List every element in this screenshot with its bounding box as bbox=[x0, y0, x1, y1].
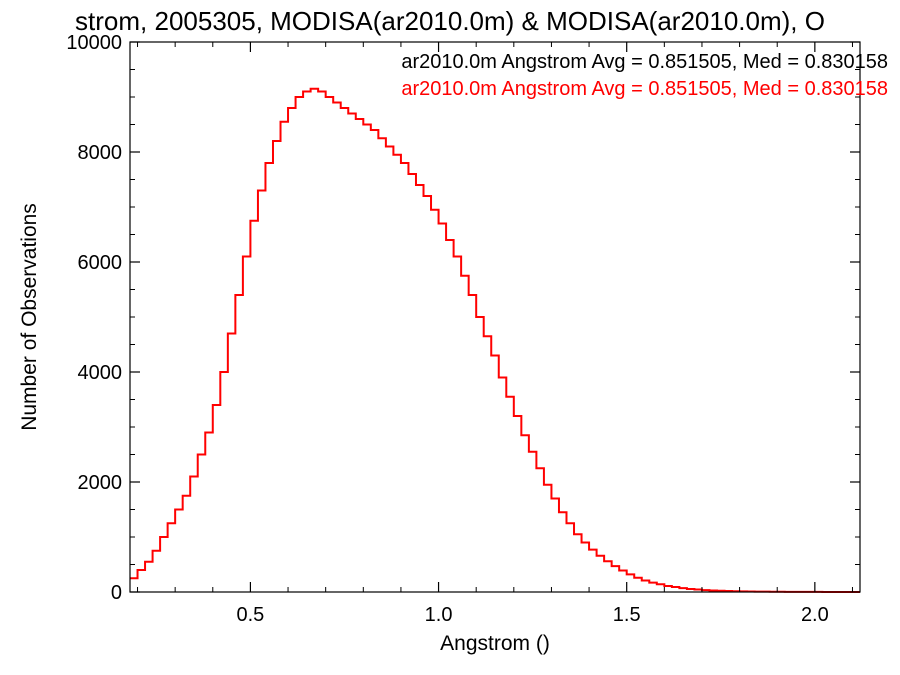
x-axis-label: Angstrom () bbox=[440, 632, 550, 655]
x-tick-label: 0.5 bbox=[237, 604, 265, 626]
y-tick-label: 4000 bbox=[78, 362, 123, 384]
y-tick-label: 8000 bbox=[78, 142, 123, 164]
x-tick-label: 2.0 bbox=[801, 604, 829, 626]
y-tick-label: 6000 bbox=[78, 252, 123, 274]
y-axis-label: Number of Observations bbox=[18, 203, 41, 431]
x-tick-label: 1.5 bbox=[613, 604, 641, 626]
annotation-black: ar2010.0m Angstrom Avg = 0.851505, Med =… bbox=[401, 51, 888, 73]
y-tick-label: 0 bbox=[111, 582, 122, 604]
plot-series bbox=[130, 87, 860, 593]
x-tick-label: 1.0 bbox=[425, 604, 453, 626]
plot-frame bbox=[129, 41, 861, 593]
y-tick-label: 2000 bbox=[78, 472, 123, 494]
annotation-red: ar2010.0m Angstrom Avg = 0.851505, Med =… bbox=[401, 78, 888, 100]
y-tick-label: 10000 bbox=[66, 32, 122, 54]
x-axis-ticks: 0.5 1.0 1.5 2.0 bbox=[137, 42, 853, 626]
chart-title: strom, 2005305, MODISA(ar2010.0m) & MODI… bbox=[75, 6, 825, 36]
histogram-series-line bbox=[130, 87, 860, 593]
y-axis-ticks: 0 2000 4000 6000 8000 10000 bbox=[66, 32, 860, 604]
